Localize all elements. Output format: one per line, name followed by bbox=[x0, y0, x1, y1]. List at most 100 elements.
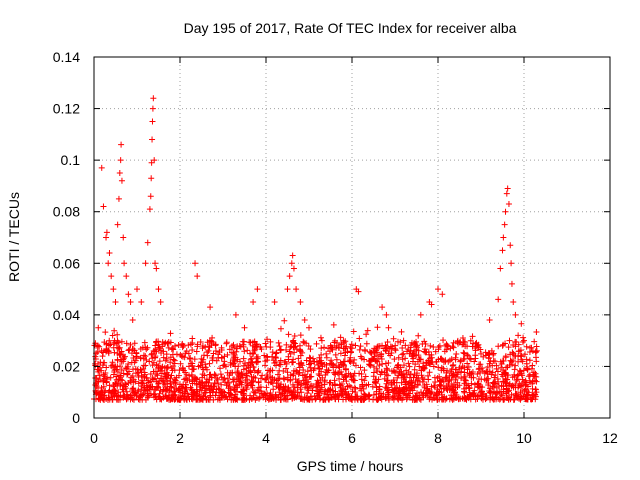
data-point-2067 bbox=[466, 389, 473, 396]
data-point-2383 bbox=[99, 362, 106, 369]
data-point-2068 bbox=[92, 360, 99, 367]
data-point-1667 bbox=[332, 396, 339, 403]
data-point-774 bbox=[314, 377, 321, 384]
data-point-2450 bbox=[289, 252, 296, 259]
data-point-2404 bbox=[103, 229, 110, 236]
y-tick-label-3: 0.06 bbox=[53, 255, 80, 271]
data-point-1450 bbox=[116, 372, 123, 379]
y-tick-label-4: 0.08 bbox=[53, 204, 80, 220]
data-point-1981 bbox=[357, 364, 364, 371]
data-point-805 bbox=[168, 384, 175, 391]
data-point-1071 bbox=[315, 361, 322, 368]
data-point-874 bbox=[171, 388, 178, 395]
data-point-2102 bbox=[113, 393, 120, 400]
data-point-2113 bbox=[105, 348, 112, 355]
data-point-1921 bbox=[223, 393, 230, 400]
data-point-2181 bbox=[180, 395, 187, 402]
data-point-926 bbox=[292, 376, 299, 383]
data-point-2342 bbox=[327, 379, 334, 386]
data-point-2480 bbox=[508, 260, 515, 267]
data-point-2402 bbox=[100, 203, 107, 210]
data-point-2219 bbox=[112, 390, 119, 397]
data-point-173 bbox=[513, 377, 520, 384]
x-tick-label-2: 4 bbox=[262, 430, 270, 446]
data-point-860 bbox=[210, 350, 217, 357]
data-point-1474 bbox=[512, 338, 519, 345]
data-point-1796 bbox=[115, 345, 122, 352]
data-point-558 bbox=[347, 371, 354, 378]
data-point-958 bbox=[317, 334, 324, 341]
data-point-1554 bbox=[132, 357, 139, 364]
data-point-1110 bbox=[313, 340, 320, 347]
data-point-1023 bbox=[338, 341, 345, 348]
data-point-2163 bbox=[361, 377, 368, 384]
data-point-2460 bbox=[379, 304, 386, 311]
data-point-2349 bbox=[437, 355, 444, 362]
data-point-1737 bbox=[297, 386, 304, 393]
data-point-1861 bbox=[504, 376, 511, 383]
data-point-2385 bbox=[134, 370, 141, 377]
data-point-1741 bbox=[323, 350, 330, 357]
data-point-1376 bbox=[402, 355, 409, 362]
data-point-1776 bbox=[362, 393, 369, 400]
data-point-1463 bbox=[303, 340, 310, 347]
data-point-2442 bbox=[232, 311, 239, 318]
data-point-1526 bbox=[269, 393, 276, 400]
data-point-2138 bbox=[414, 390, 421, 397]
data-point-1494 bbox=[493, 384, 500, 391]
data-point-1224 bbox=[126, 346, 133, 353]
data-point-2467 bbox=[435, 286, 441, 293]
y-tick-label-5: 0.1 bbox=[61, 152, 81, 168]
data-point-1217 bbox=[146, 358, 153, 365]
data-point-2299 bbox=[331, 381, 338, 388]
data-point-2439 bbox=[192, 260, 199, 267]
data-point-2475 bbox=[502, 208, 509, 215]
data-point-2426 bbox=[146, 206, 153, 213]
data-point-1756 bbox=[248, 379, 255, 386]
data-point-1624 bbox=[447, 345, 454, 352]
data-point-1562 bbox=[248, 373, 255, 380]
data-point-1867 bbox=[229, 342, 236, 349]
data-point-2416 bbox=[120, 234, 127, 241]
data-point-2414 bbox=[118, 141, 125, 148]
data-point-882 bbox=[429, 396, 436, 403]
data-point-814 bbox=[114, 331, 121, 338]
data-point-1037 bbox=[369, 383, 376, 390]
data-point-2045 bbox=[292, 388, 299, 395]
data-point-2462 bbox=[385, 324, 392, 331]
data-point-1237 bbox=[441, 348, 448, 355]
data-point-1764 bbox=[231, 394, 238, 401]
data-point-2255 bbox=[372, 357, 379, 364]
data-point-561 bbox=[120, 355, 127, 362]
data-point-2211 bbox=[271, 360, 278, 367]
data-point-2354 bbox=[123, 365, 130, 372]
data-point-1923 bbox=[200, 382, 207, 389]
data-point-1068 bbox=[417, 356, 424, 363]
data-point-1297 bbox=[502, 353, 509, 360]
data-point-1289 bbox=[243, 395, 250, 402]
data-point-2085 bbox=[337, 384, 344, 391]
data-point-2031 bbox=[279, 386, 286, 393]
data-point-1979 bbox=[120, 394, 127, 401]
data-point-2305 bbox=[490, 379, 497, 386]
data-point-348 bbox=[156, 358, 163, 365]
data-point-2209 bbox=[102, 370, 109, 377]
data-point-2062 bbox=[101, 339, 108, 346]
data-point-1520 bbox=[373, 384, 380, 391]
data-point-2413 bbox=[117, 157, 124, 164]
data-point-487 bbox=[93, 383, 100, 390]
data-point-2324 bbox=[395, 362, 402, 369]
data-point-2148 bbox=[157, 394, 164, 401]
data-point-532 bbox=[392, 347, 399, 354]
data-point-1855 bbox=[96, 343, 103, 350]
data-point-1599 bbox=[452, 356, 459, 363]
data-point-1504 bbox=[274, 380, 281, 387]
data-point-598 bbox=[285, 331, 292, 338]
x-tick-label-0: 0 bbox=[90, 430, 98, 446]
data-point-541 bbox=[141, 339, 148, 346]
data-point-888 bbox=[137, 366, 144, 373]
data-point-2205 bbox=[304, 390, 311, 397]
data-point-1042 bbox=[140, 362, 147, 369]
data-point-2347 bbox=[529, 378, 536, 385]
